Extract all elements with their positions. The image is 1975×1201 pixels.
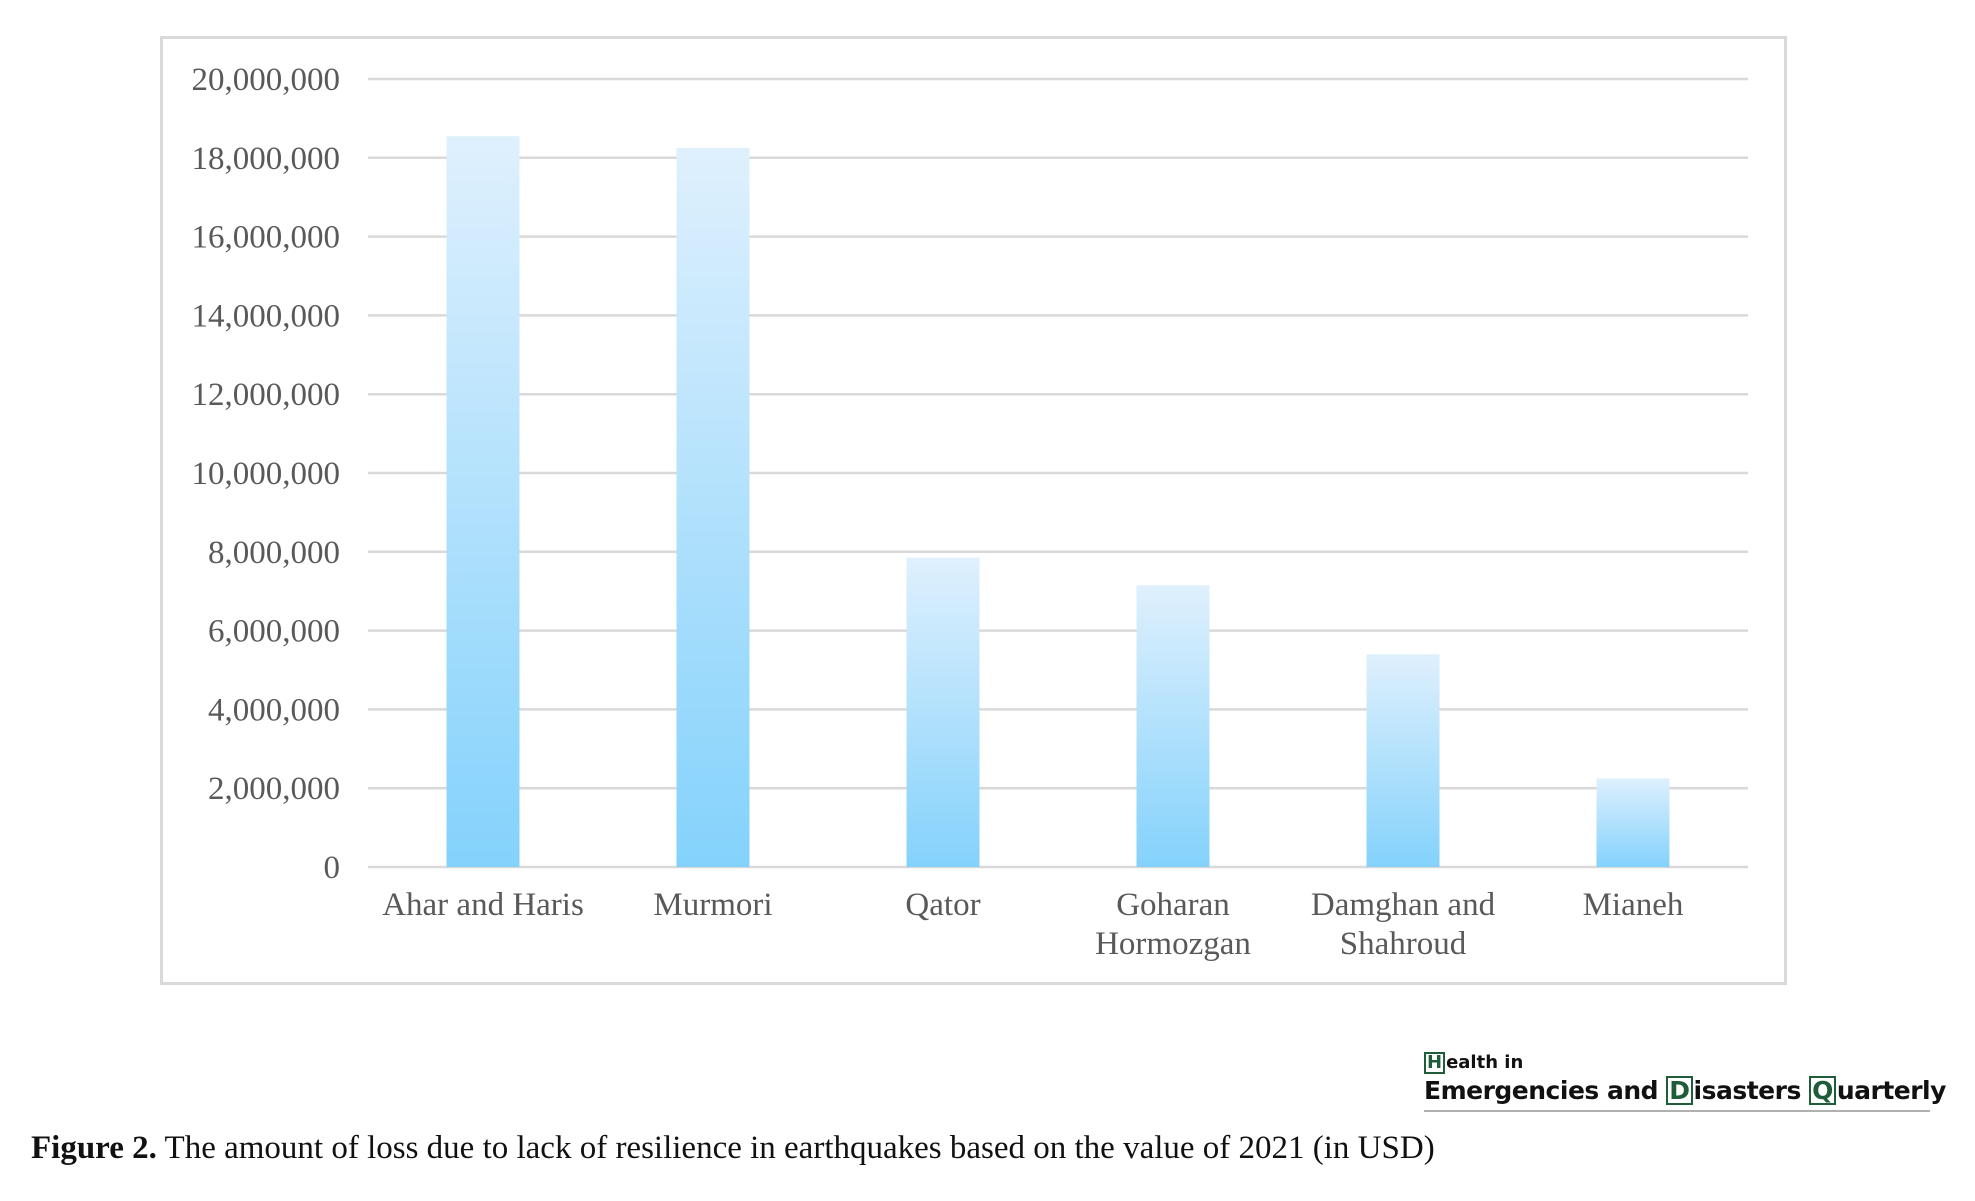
y-tick-label: 14,000,000 [192, 298, 341, 334]
x-category-label-line: Shahroud [1340, 926, 1467, 962]
bar [446, 136, 520, 867]
y-tick-label: 6,000,000 [208, 614, 340, 650]
x-category-label: Ahar and Haris [382, 887, 584, 923]
bar [1596, 778, 1670, 867]
bar [676, 147, 750, 867]
x-category-label: Damghan and Shahroud [1311, 887, 1496, 962]
y-tick-label: 4,000,000 [208, 692, 340, 728]
y-tick-label: 0 [324, 850, 341, 886]
x-category-label: Qator [905, 887, 980, 923]
logo-underline [1424, 1110, 1930, 1112]
logo-text-ealth-in: ealth in [1446, 1052, 1524, 1073]
bars [446, 136, 1670, 867]
logo-text-isasters: isasters [1693, 1076, 1810, 1105]
gridlines [368, 77, 1748, 869]
figure-caption-label: Figure 2. [31, 1130, 157, 1166]
x-axis-category-labels: Ahar and Haris Murmori Qator Goharan Hormozg… [382, 887, 1684, 962]
x-category-label: Goharan Hormozgan [1095, 887, 1251, 962]
bar [906, 557, 980, 867]
x-category-label-line: Ahar and Haris [382, 887, 584, 923]
logo-text-emergencies: Emergencies and [1424, 1076, 1667, 1105]
x-category-label-line: Murmori [653, 887, 772, 923]
y-tick-label: 12,000,000 [192, 377, 341, 413]
x-category-label-line: Goharan [1116, 887, 1230, 923]
y-tick-label: 8,000,000 [208, 535, 340, 571]
x-category-label-line: Damghan and [1311, 887, 1496, 923]
bar [1366, 654, 1440, 867]
logo-text-uarterly: uarterly [1836, 1076, 1947, 1105]
y-tick-label: 2,000,000 [208, 771, 340, 807]
y-axis-tick-labels: 0 2,000,000 4,000,000 6,000,000 8,000,000 10,… [192, 62, 341, 886]
figure-caption: Figure 2. The amount of loss due to lack… [31, 1130, 1435, 1167]
bar [1136, 585, 1210, 867]
x-category-label-line: Hormozgan [1095, 926, 1251, 962]
logo-letter-q: Q [1809, 1076, 1836, 1105]
bar-chart: 0 2,000,000 4,000,000 6,000,000 8,000,000 10,… [192, 62, 1748, 962]
x-category-label: Mianeh [1583, 887, 1684, 923]
figure-caption-text: The amount of loss due to lack of resili… [156, 1130, 1435, 1166]
y-tick-label: 18,000,000 [192, 141, 341, 177]
y-tick-label: 10,000,000 [192, 456, 341, 492]
logo-letter-h: H [1424, 1052, 1446, 1074]
chart-frame: 0 2,000,000 4,000,000 6,000,000 8,000,000 10,… [160, 36, 1787, 985]
x-category-label: Murmori [653, 887, 772, 923]
x-category-label-line: Mianeh [1583, 887, 1684, 923]
y-tick-label: 20,000,000 [192, 62, 341, 98]
x-category-label-line: Qator [905, 887, 980, 923]
logo-letter-d: D [1666, 1076, 1693, 1105]
y-tick-label: 16,000,000 [192, 220, 341, 256]
